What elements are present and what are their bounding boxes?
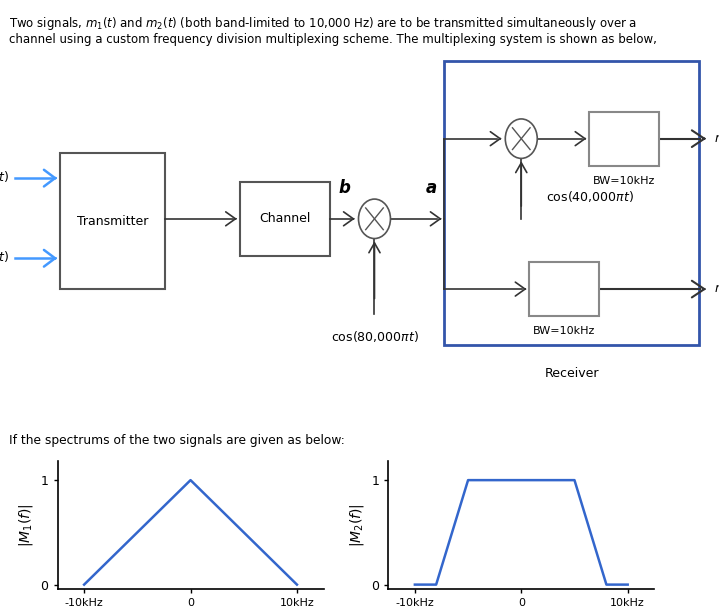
Text: $m_1(t)$: $m_1(t)$ [714, 131, 719, 147]
Bar [444, 61, 699, 345]
Bar [60, 154, 165, 289]
Bar [589, 112, 659, 166]
Text: Transmitter: Transmitter [77, 215, 148, 228]
Circle shape [505, 119, 537, 158]
Text: $\cos(80{,}000\pi t)$: $\cos(80{,}000\pi t)$ [331, 328, 418, 344]
Y-axis label: $|M_1(f)|$: $|M_1(f)|$ [17, 503, 35, 547]
Text: BW=10kHz: BW=10kHz [593, 175, 655, 186]
Text: $m_1(t)$: $m_1(t)$ [0, 170, 10, 186]
Text: BW=10kHz: BW=10kHz [533, 326, 595, 336]
Text: $m_2(t)$: $m_2(t)$ [714, 281, 719, 297]
Text: Channel: Channel [259, 212, 311, 225]
Text: Receiver: Receiver [544, 367, 599, 380]
Text: LPF: LPF [550, 282, 579, 296]
Bar [529, 262, 599, 316]
Text: If the spectrums of the two signals are given as below:: If the spectrums of the two signals are … [9, 434, 344, 447]
Text: LPF: LPF [610, 132, 638, 146]
Text: $\boldsymbol{b}$: $\boldsymbol{b}$ [338, 178, 351, 197]
Text: Two signals, $m_1(t)$ and $m_2(t)$ (both band-limited to 10,000 Hz) are to be tr: Two signals, $m_1(t)$ and $m_2(t)$ (both… [9, 15, 637, 32]
Text: $m_2(t)$: $m_2(t)$ [0, 250, 10, 266]
Circle shape [359, 199, 390, 239]
Text: $\cos(40{,}000\pi t)$: $\cos(40{,}000\pi t)$ [546, 189, 634, 204]
Text: channel using a custom frequency division multiplexing scheme. The multiplexing : channel using a custom frequency divisio… [9, 33, 656, 46]
Y-axis label: $|M_2(f)|$: $|M_2(f)|$ [348, 503, 366, 547]
Text: $\boldsymbol{a}$: $\boldsymbol{a}$ [426, 178, 437, 197]
Bar [239, 182, 329, 256]
